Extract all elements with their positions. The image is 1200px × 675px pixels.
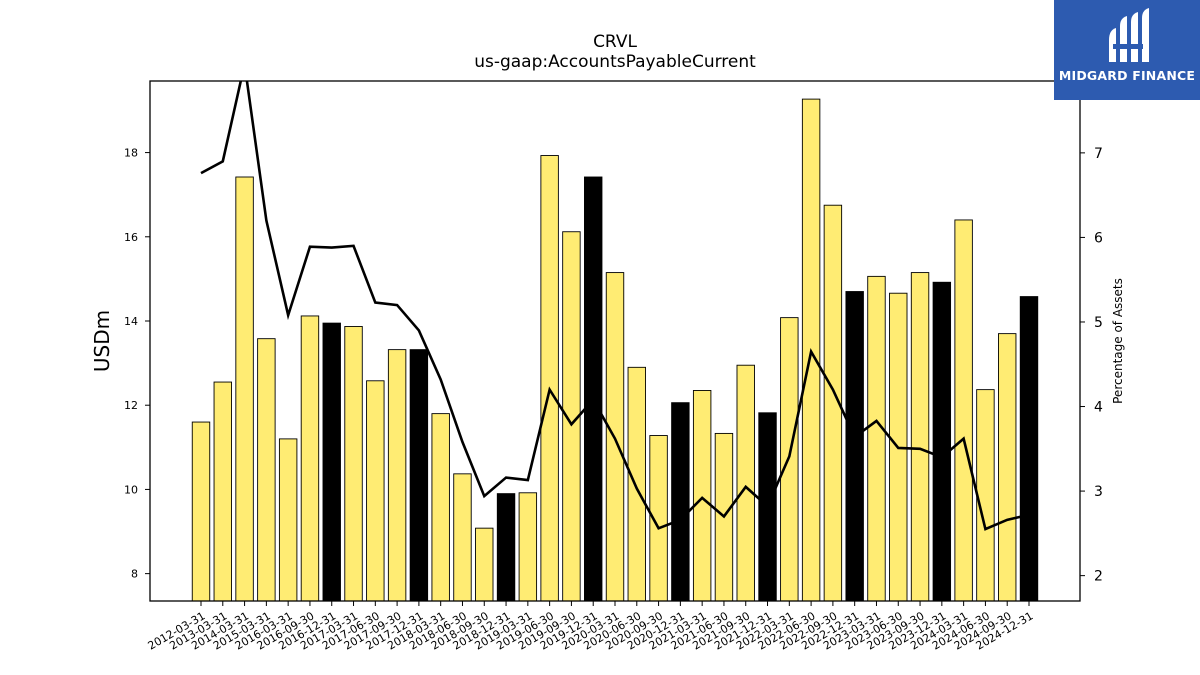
bar — [671, 402, 690, 602]
chart-title: CRVL — [593, 32, 637, 52]
y2-axis-label: Percentage of Assets — [1111, 278, 1125, 404]
bar — [1019, 296, 1039, 602]
y2-tick-label: 6 — [1094, 230, 1103, 246]
bar — [235, 176, 254, 602]
bar — [518, 492, 538, 602]
bar — [910, 272, 930, 602]
bar — [867, 275, 886, 602]
y-tick-label: 18 — [124, 147, 138, 160]
bar — [453, 473, 472, 602]
bar — [431, 413, 450, 602]
bar — [627, 366, 646, 602]
logo-text: MIDGARD FINANCE — [1058, 68, 1196, 83]
bar — [932, 281, 952, 602]
y-tick-label: 8 — [131, 568, 138, 581]
bar — [278, 438, 298, 602]
bar — [540, 155, 559, 602]
bar — [213, 381, 232, 602]
bar — [257, 338, 276, 602]
bar — [366, 380, 385, 602]
midgard-logo-icon — [1109, 8, 1149, 62]
bar — [496, 493, 516, 602]
bar — [976, 389, 995, 602]
bar — [954, 219, 973, 602]
bar — [845, 291, 864, 602]
bar — [584, 176, 603, 602]
bar — [191, 421, 211, 602]
bar — [692, 390, 712, 602]
y2-tick-label: 2 — [1094, 569, 1103, 585]
bar — [344, 326, 363, 602]
y-tick-label: 12 — [124, 399, 138, 412]
y-tick-label: 16 — [124, 231, 138, 244]
bar — [387, 349, 407, 602]
y-tick-label: 10 — [124, 483, 138, 496]
bar — [322, 322, 341, 602]
line-layer — [200, 81, 1030, 531]
line-series — [200, 81, 1030, 531]
y2-tick-label: 4 — [1094, 400, 1103, 416]
x-axis: 2012-03-312013-03-312014-03-312015-03-31… — [146, 601, 1036, 653]
bar — [300, 315, 320, 602]
y2-tick-label: 5 — [1094, 315, 1103, 331]
right-axis: 2 3 4 5 6 7 — [1080, 146, 1103, 585]
y-tick-label: 14 — [124, 315, 138, 328]
bar — [736, 364, 755, 602]
bar — [998, 333, 1017, 602]
chart-subtitle: us-gaap:AccountsPayableCurrent — [474, 52, 756, 72]
bar — [409, 349, 429, 602]
y-axis-label: USDm — [90, 310, 114, 372]
bar — [475, 527, 494, 602]
left-axis: 8 10 12 14 16 18 — [124, 147, 150, 581]
brand-logo: MIDGARD FINANCE — [1054, 0, 1200, 100]
y2-tick-label: 3 — [1094, 484, 1103, 500]
y2-tick-label: 7 — [1094, 146, 1103, 162]
bars-layer — [191, 98, 1039, 602]
